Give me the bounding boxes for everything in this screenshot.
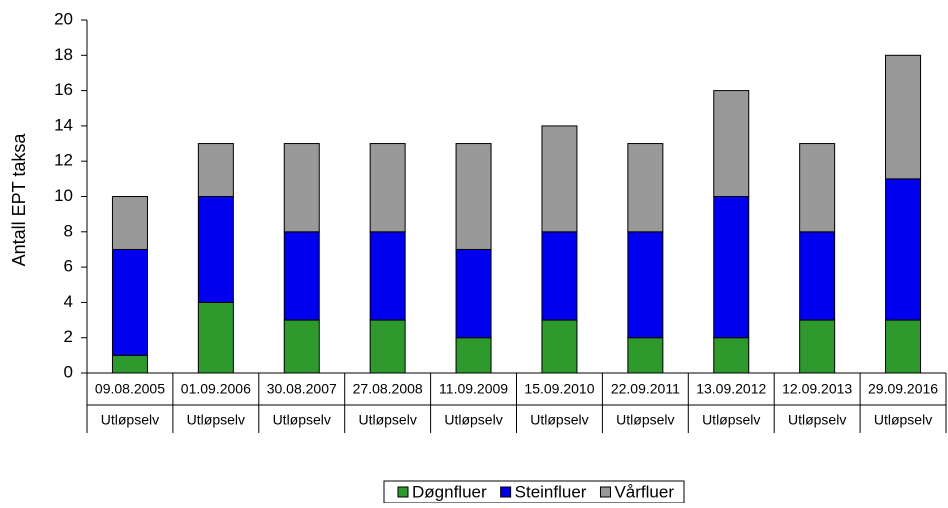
x-subcategory-label: Utløpselv [101,412,159,428]
x-subcategory-label: Utløpselv [616,412,674,428]
legend-swatch [599,486,611,498]
y-axis-title: Antall EPT taksa [9,133,29,267]
y-tick-label: 4 [64,292,73,311]
bar-segment [283,231,320,321]
y-tick-label: 14 [54,115,73,134]
x-subcategory-label: Utløpselv [187,412,245,428]
x-tick-label: 30.08.2007 [267,381,337,397]
bar-segment [369,319,406,374]
y-tick-label: 0 [64,362,73,381]
bar-segment [799,231,836,321]
bar-segment [885,54,922,180]
x-tick-label: 13.09.2012 [696,381,766,397]
x-subcategory-label: Utløpselv [273,412,331,428]
y-tick-label: 6 [64,257,73,276]
x-subcategory-label: Utløpselv [530,412,588,428]
x-tick-label: 12.09.2013 [782,381,852,397]
bar-segment [369,231,406,321]
bar-segment [197,301,234,374]
legend-label: Døgnfluer [412,482,487,501]
x-subcategory-label: Utløpselv [444,412,502,428]
bar-segment [541,319,578,374]
bar-segment [885,178,922,321]
bar-segment [627,143,664,233]
bar-segment [713,337,750,374]
bar-segment [541,231,578,321]
y-tick-label: 12 [54,151,73,170]
bar-segment [885,319,922,374]
x-tick-label: 22.09.2011 [611,381,680,397]
bar-segment [455,248,492,339]
bar-segment [713,196,750,339]
x-tick-label: 29.09.2016 [868,381,938,397]
y-tick-label: 16 [54,80,73,99]
bar-segment [713,90,750,197]
x-tick-label: 11.09.2009 [439,381,508,397]
bar-segment [455,337,492,374]
x-tick-label: 27.08.2008 [353,381,423,397]
legend-swatch [397,486,409,498]
bar-segment [455,143,492,250]
x-tick-label: 01.09.2006 [181,381,251,397]
bar-segment [541,125,578,233]
bar-segment [369,143,406,233]
bar-segment [799,319,836,374]
y-tick-label: 2 [64,327,73,346]
x-subcategory-label: Utløpselv [874,412,932,428]
bar-segment [197,143,234,198]
legend-label: Vårfluer [614,482,674,501]
bar-segment [197,196,234,303]
x-subcategory-label: Utløpselv [788,412,846,428]
legend-swatch [500,486,512,498]
legend-label: Steinfluer [515,482,587,501]
bar-segment [111,196,148,250]
y-tick-label: 10 [54,186,73,205]
x-subcategory-label: Utløpselv [358,412,416,428]
bar-segment [283,319,320,374]
x-subcategory-label: Utløpselv [702,412,760,428]
bar-segment [627,231,664,339]
bar-segment [283,143,320,233]
x-tick-label: 15.09.2010 [524,381,594,397]
y-tick-label: 20 [54,9,73,28]
bar-segment [111,354,148,374]
bar-segment [627,337,664,374]
y-tick-label: 8 [64,221,73,240]
bar-segment [111,248,148,356]
y-tick-label: 18 [54,45,73,64]
x-tick-label: 09.08.2005 [95,381,165,397]
bar-segment [799,143,836,233]
